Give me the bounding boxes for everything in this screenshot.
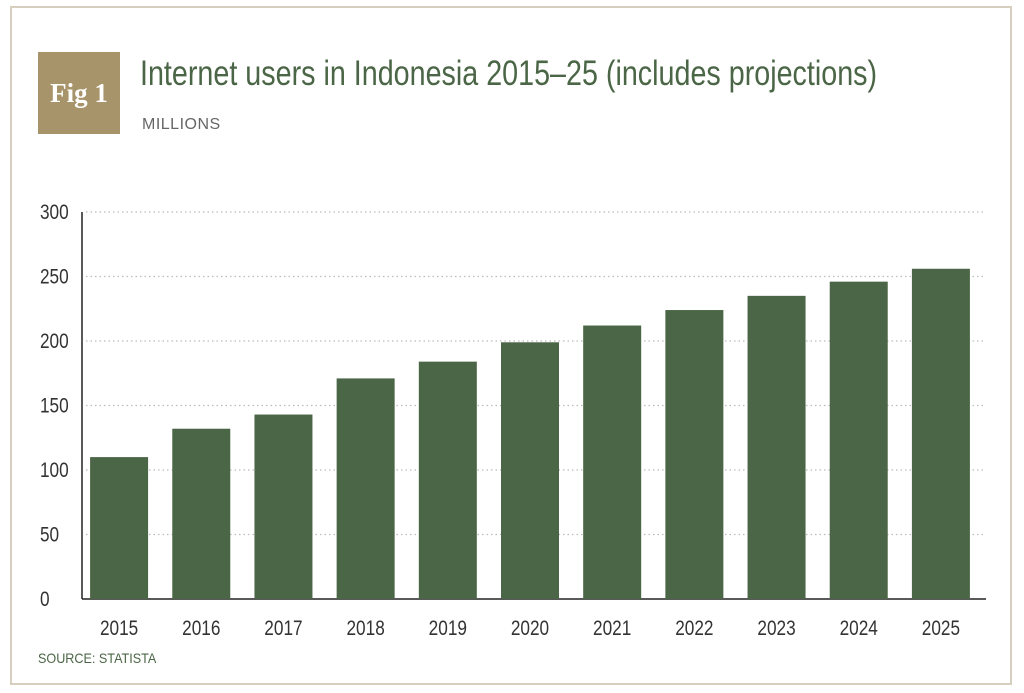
bar-2021: [583, 325, 642, 599]
y-tick-label: 0: [40, 589, 50, 612]
bar-2025: [911, 268, 970, 599]
x-tick-label: 2018: [346, 618, 384, 641]
figure-badge-label: Fig 1: [50, 77, 108, 108]
bar-2015: [90, 457, 149, 599]
y-tick-label: 250: [40, 266, 69, 289]
y-tick-label: 100: [40, 460, 69, 483]
bar-2018: [336, 378, 395, 599]
x-tick-label: 2022: [675, 618, 713, 641]
bar-2020: [501, 342, 559, 599]
bar-2023: [747, 295, 806, 599]
x-tick-label: 2015: [100, 618, 138, 641]
x-tick-label: 2017: [264, 618, 302, 641]
chart-subtitle: MILLIONS: [142, 116, 221, 133]
bar-2022: [665, 310, 724, 599]
bar-2024: [829, 281, 888, 599]
x-tick-label: 2025: [922, 618, 960, 641]
y-tick-label: 50: [40, 524, 59, 547]
bar-2019: [418, 361, 477, 599]
y-tick-label: 300: [40, 202, 69, 225]
x-tick-label: 2020: [511, 618, 549, 641]
bar-2016: [172, 428, 231, 599]
bar-2017: [254, 414, 313, 599]
source-note: SOURCE: STATISTA: [38, 650, 157, 666]
x-tick-label: 2016: [182, 618, 220, 641]
x-tick-label: 2024: [840, 618, 879, 641]
y-tick-label: 200: [40, 331, 69, 354]
figure-badge: Fig 1: [38, 52, 120, 134]
chart-title: Internet users in Indonesia 2015–25 (inc…: [140, 54, 878, 93]
y-tick-label: 150: [40, 395, 69, 418]
x-tick-label: 2021: [593, 618, 631, 641]
x-tick-label: 2019: [429, 618, 467, 641]
x-tick-label: 2023: [757, 618, 795, 641]
